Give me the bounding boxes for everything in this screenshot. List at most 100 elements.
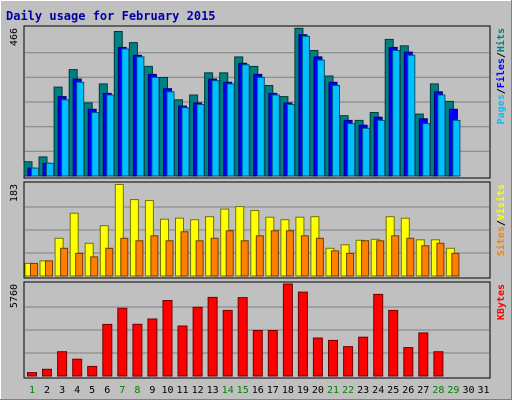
legend-entry: Files	[495, 58, 507, 88]
bar-kbytes-day-9	[147, 318, 158, 377]
bar-sites-day-3	[60, 247, 69, 277]
bar-kbytes-day-17	[267, 330, 278, 377]
bar-pages-day-18	[286, 104, 295, 177]
bar-pages-day-13	[211, 80, 220, 177]
bar-sites-day-18	[285, 230, 294, 277]
bar-kbytes-day-28	[433, 351, 444, 377]
bar-pages-day-28	[437, 94, 446, 177]
bar-sites-day-29	[451, 252, 460, 277]
x-tick-label: 11	[176, 385, 188, 396]
bar-sites-day-20	[315, 237, 324, 277]
side-legend: Sites/Visits	[495, 184, 507, 256]
bar-sites-day-9	[150, 235, 159, 277]
bar-kbytes-day-1	[27, 372, 37, 377]
bar-kbytes-day-6	[102, 323, 113, 377]
x-tick-label: 15	[237, 385, 249, 396]
bar-kbytes-day-5	[87, 365, 98, 377]
bar-kbytes-day-15	[237, 297, 248, 377]
x-tick-label: 2	[44, 385, 50, 396]
legend-entry: Hits	[495, 28, 507, 52]
bar-kbytes-day-14	[222, 309, 233, 377]
bar-pages-day-2	[46, 162, 54, 177]
bar-kbytes-day-23	[358, 336, 369, 377]
bar-sites-day-11	[180, 231, 189, 277]
bar-sites-day-8	[135, 240, 144, 277]
bar-kbytes-day-24	[373, 293, 384, 377]
bar-kbytes-day-10	[162, 300, 173, 377]
bar-pages-day-7	[121, 48, 130, 177]
bar-pages-day-5	[91, 112, 100, 177]
bar-kbytes-day-18	[282, 283, 293, 377]
bar-kbytes-day-27	[418, 332, 429, 377]
x-tick-label: 10	[161, 385, 173, 396]
bar-sites-day-22	[346, 252, 355, 277]
bar-pages-day-3	[61, 99, 70, 177]
bar-pages-day-17	[271, 94, 280, 177]
bar-kbytes-day-25	[388, 309, 399, 377]
side-legend: Pages/Files/Hits	[495, 28, 507, 124]
bar-kbytes-day-4	[72, 358, 83, 377]
x-tick-label: 22	[342, 385, 354, 396]
bar-pages-day-14	[226, 83, 235, 177]
x-tick-label: 12	[192, 385, 204, 396]
bar-pages-day-22	[347, 123, 356, 177]
x-tick-label: 23	[357, 385, 369, 396]
legend-entry: /	[496, 52, 507, 58]
x-tick-label: 29	[447, 385, 459, 396]
bar-kbytes-day-22	[343, 346, 354, 377]
x-tick-label: 5	[89, 385, 95, 396]
x-tick-label: 28	[432, 385, 444, 396]
bar-sites-day-12	[195, 240, 204, 277]
bar-sites-day-5	[90, 256, 99, 277]
bar-pages-day-16	[256, 77, 265, 177]
legend-entry: KBytes	[496, 284, 507, 320]
bar-pages-day-27	[422, 123, 431, 177]
bar-kbytes-day-11	[177, 325, 188, 377]
bar-kbytes-day-20	[312, 337, 323, 377]
x-tick-label: 4	[74, 385, 80, 396]
x-tick-label: 18	[282, 385, 294, 396]
x-tick-label: 17	[267, 385, 279, 396]
x-tick-label: 1	[29, 385, 35, 396]
bar-sites-day-7	[120, 237, 129, 277]
bar-kbytes-day-16	[252, 330, 263, 377]
x-tick-label: 16	[252, 385, 264, 396]
x-tick-label: 31	[477, 385, 489, 396]
bar-sites-day-10	[165, 240, 174, 277]
bar-pages-day-6	[106, 94, 115, 177]
bar-sites-day-14	[225, 230, 234, 277]
bar-sites-day-27	[421, 245, 430, 277]
bar-sites-day-24	[376, 240, 385, 277]
legend-entry: Pages	[496, 94, 507, 124]
bar-kbytes-day-8	[132, 323, 143, 377]
bar-sites-day-23	[361, 240, 370, 277]
bar-pages-day-26	[407, 54, 416, 177]
legend-entry: /	[496, 88, 507, 94]
y-max-label: 5760	[9, 284, 20, 308]
x-tick-label: 30	[462, 385, 474, 396]
bar-pages-day-25	[392, 50, 401, 177]
bar-kbytes-day-19	[297, 291, 308, 377]
x-tick-label: 14	[222, 385, 234, 396]
x-tick-label: 9	[149, 385, 155, 396]
x-tick-label: 21	[327, 385, 339, 396]
bar-kbytes-day-13	[207, 296, 218, 377]
bar-kbytes-day-26	[403, 347, 414, 377]
bar-pages-day-4	[76, 81, 85, 177]
x-tick-label: 3	[59, 385, 65, 396]
legend-entry: Sites	[495, 226, 507, 256]
bar-pages-day-29	[452, 119, 461, 177]
x-tick-label: 13	[207, 385, 219, 396]
x-tick-label: 20	[312, 385, 324, 396]
x-tick-label: 7	[119, 385, 125, 396]
bar-visits-day-4	[69, 212, 79, 277]
bar-sites-day-19	[300, 235, 309, 277]
bar-sites-day-17	[270, 230, 279, 277]
bar-pages-day-19	[301, 35, 310, 177]
y-max-label: 183	[9, 184, 20, 202]
bar-pages-day-11	[181, 107, 190, 177]
x-tick-label: 19	[297, 385, 309, 396]
x-tick-label: 8	[134, 385, 140, 396]
